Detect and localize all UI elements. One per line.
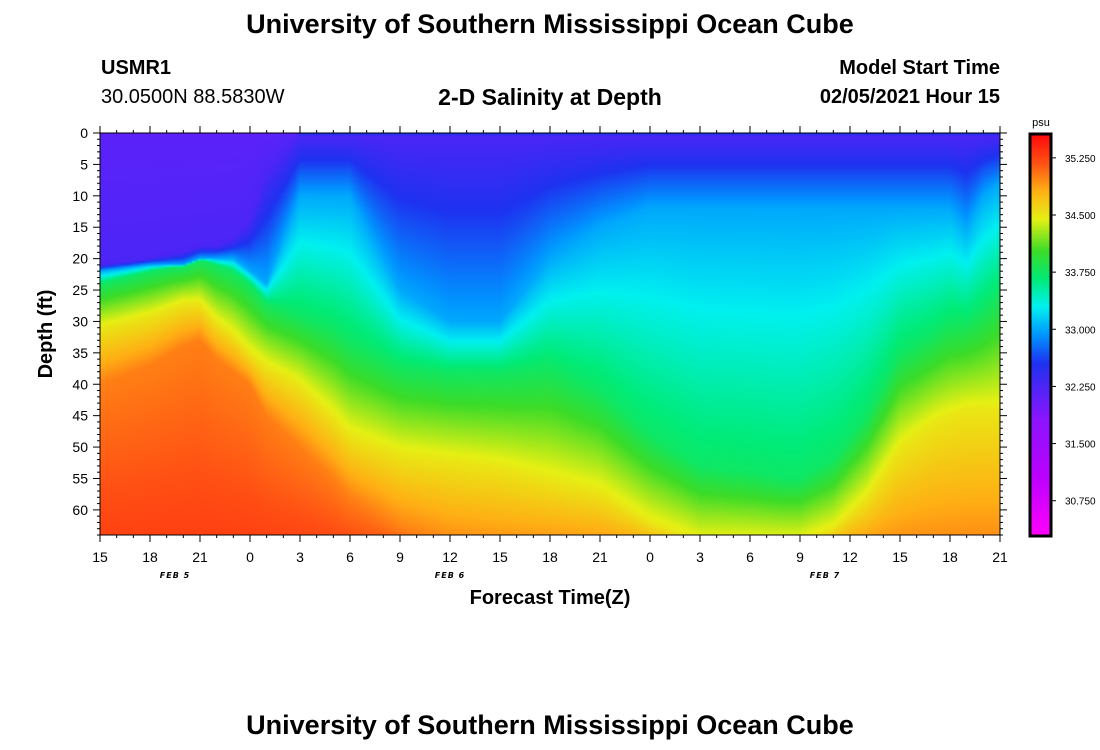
- x-tick-label: 15: [92, 549, 108, 565]
- y-tick-label: 30: [72, 313, 88, 329]
- colorbar-tick-label: 35.250: [1065, 154, 1096, 165]
- x-tick-labels: 15 18 21 0 3 6 9 12 15 18 21 0 3 6 9 12 15 18 21: [92, 549, 1008, 565]
- date-labels: FEB 5 FEB 6 FEB 7: [160, 571, 840, 580]
- colorbar-tick-label: 32.250: [1065, 382, 1096, 393]
- x-tick-label: 9: [796, 549, 804, 565]
- y-axis-label: Depth (ft): [35, 290, 57, 379]
- axis-ticks: [93, 126, 1007, 542]
- x-tick-label: 9: [396, 549, 404, 565]
- colorbar-unit: psu: [1032, 117, 1050, 129]
- x-tick-label: 3: [296, 549, 304, 565]
- date-label: FEB 6: [435, 571, 465, 580]
- colorbar-gradient: [1031, 135, 1050, 535]
- x-axis-label: Forecast Time(Z): [470, 587, 631, 609]
- x-tick-label: 21: [992, 549, 1008, 565]
- date-label: FEB 5: [160, 571, 190, 580]
- y-tick-label: 40: [72, 376, 88, 392]
- x-tick-label: 21: [192, 549, 208, 565]
- y-tick-label: 60: [72, 502, 88, 518]
- x-tick-label: 12: [842, 549, 858, 565]
- salinity-heatmap: [100, 133, 1000, 535]
- y-tick-label: 45: [72, 408, 88, 424]
- colorbar-frame: [1028, 132, 1053, 538]
- y-tick-label: 25: [72, 282, 88, 298]
- x-tick-label: 21: [592, 549, 608, 565]
- colorbar-tick-label: 31.500: [1065, 440, 1096, 451]
- y-tick-label: 55: [72, 470, 88, 486]
- x-tick-label: 18: [542, 549, 558, 565]
- model-start-value: 02/05/2021 Hour 15: [819, 86, 1000, 108]
- colorbar-tick-label: 30.750: [1065, 497, 1096, 508]
- x-tick-label: 18: [142, 549, 158, 565]
- x-tick-label: 6: [746, 549, 754, 565]
- x-tick-label: 15: [492, 549, 508, 565]
- chart-title: 2-D Salinity at Depth: [438, 84, 662, 110]
- x-tick-label: 6: [346, 549, 354, 565]
- page-title-top: University of Southern Mississippi Ocean…: [246, 9, 854, 39]
- colorbar-tick-label: 34.500: [1065, 211, 1096, 222]
- y-tick-label: 50: [72, 439, 88, 455]
- y-tick-label: 10: [72, 188, 88, 204]
- x-tick-label: 0: [646, 549, 654, 565]
- station-coordinates: 30.0500N 88.5830W: [101, 86, 285, 108]
- station-id: USMR1: [101, 57, 172, 79]
- model-start-label: Model Start Time: [839, 57, 1000, 79]
- y-tick-label: 15: [72, 219, 88, 235]
- date-label: FEB 7: [810, 571, 840, 580]
- page-title-bottom: University of Southern Mississippi Ocean…: [246, 710, 854, 740]
- colorbar-tick-label: 33.750: [1065, 268, 1096, 279]
- x-tick-label: 3: [696, 549, 704, 565]
- y-tick-label: 5: [80, 156, 88, 172]
- x-tick-label: 15: [892, 549, 908, 565]
- x-tick-label: 0: [246, 549, 254, 565]
- y-tick-label: 20: [72, 251, 88, 267]
- colorbar-tick-label: 33.000: [1065, 325, 1096, 336]
- y-tick-label: 0: [80, 125, 88, 141]
- x-tick-label: 12: [442, 549, 458, 565]
- colorbar-ticks: 35.250 34.500 33.750 33.000 32.250 31.500 30.7…: [1051, 154, 1096, 508]
- y-tick-label: 35: [72, 345, 88, 361]
- x-tick-label: 18: [942, 549, 958, 565]
- y-tick-labels: 0 5 10 15 20 25 30 35 40 45 50 55 60: [72, 125, 88, 518]
